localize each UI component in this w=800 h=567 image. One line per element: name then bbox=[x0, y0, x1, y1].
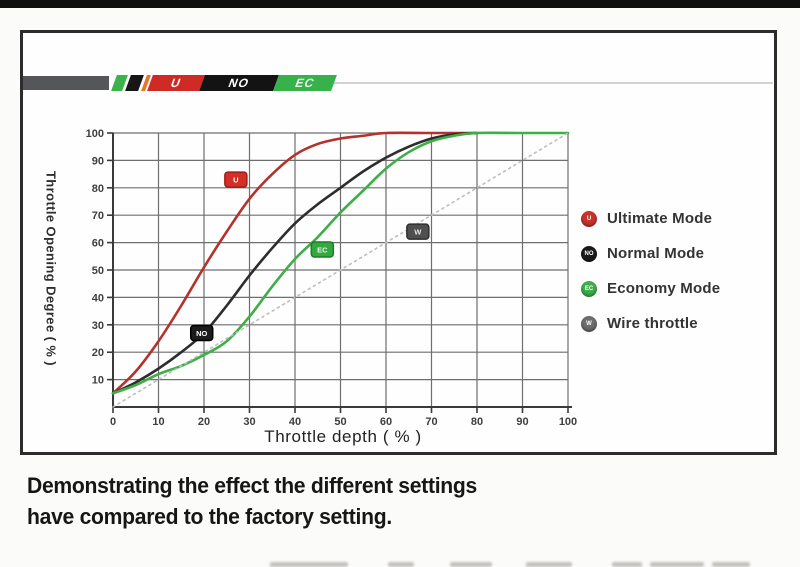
bottom-cropped-artifact bbox=[388, 562, 414, 567]
series-normal-mode bbox=[111, 131, 479, 395]
svg-text:100: 100 bbox=[559, 416, 577, 428]
svg-text:90: 90 bbox=[516, 416, 528, 428]
svg-text:50: 50 bbox=[92, 265, 104, 277]
legend-item-economy-mode: EC Economy Mode bbox=[581, 271, 720, 306]
svg-text:90: 90 bbox=[92, 155, 104, 167]
legend-swatch-icon: U bbox=[581, 210, 597, 227]
top-border-bar bbox=[0, 0, 800, 8]
svg-text:60: 60 bbox=[380, 416, 392, 428]
caption-line-1: Demonstrating the effect the different s… bbox=[27, 473, 477, 498]
svg-text:10: 10 bbox=[92, 375, 104, 387]
svg-text:30: 30 bbox=[92, 320, 104, 332]
svg-text:20: 20 bbox=[198, 416, 210, 428]
svg-text:70: 70 bbox=[425, 416, 437, 428]
logo-block-ultimate: U bbox=[147, 74, 205, 91]
svg-text:W: W bbox=[414, 227, 422, 236]
svg-text:30: 30 bbox=[243, 416, 255, 428]
svg-text:10: 10 bbox=[152, 416, 164, 428]
bottom-cropped-artifact bbox=[270, 562, 348, 567]
logo-block-economy: EC bbox=[273, 74, 337, 91]
svg-text:20: 20 bbox=[92, 347, 104, 359]
logo-gray-bar bbox=[23, 75, 109, 90]
legend-item-normal-mode: NO Normal Mode bbox=[581, 236, 720, 271]
bottom-cropped-artifact bbox=[450, 562, 492, 567]
legend-label: Normal Mode bbox=[607, 245, 705, 262]
svg-text:40: 40 bbox=[289, 416, 301, 428]
bottom-cropped-artifact bbox=[650, 562, 704, 567]
bottom-cropped-artifact bbox=[612, 562, 642, 567]
caption-line-2: have compared to the factory setting. bbox=[27, 504, 392, 529]
curve-badge-u: U bbox=[224, 171, 248, 188]
svg-text:U: U bbox=[233, 175, 238, 184]
series-wire-throttle bbox=[112, 132, 569, 408]
svg-text:70: 70 bbox=[92, 210, 104, 222]
svg-text:40: 40 bbox=[92, 292, 104, 304]
svg-text:EC: EC bbox=[317, 245, 328, 254]
svg-text:60: 60 bbox=[92, 238, 104, 250]
x-axis-label: Throttle depth ( % ) bbox=[264, 427, 422, 446]
y-axis-label: Throttle Opening Degree ( % ) bbox=[43, 170, 59, 367]
legend-item-wire-throttle: W Wire throttle bbox=[581, 306, 720, 341]
bottom-cropped-artifact bbox=[526, 562, 572, 567]
chart-panel: U NO EC 0 10 20 30 40 50 60 70 80 90 100 10 20 30 40 50… bbox=[20, 30, 777, 455]
curve-badge-ec: EC bbox=[310, 241, 335, 258]
svg-text:NO: NO bbox=[196, 329, 207, 338]
throttle-curves-chart: 0 10 20 30 40 50 60 70 80 90 100 10 20 30 40 50 60 70 80 90… bbox=[86, 128, 578, 428]
logo-divider-line bbox=[228, 82, 773, 84]
curve-badge-no: NO bbox=[189, 324, 214, 342]
legend-swatch-icon: NO bbox=[581, 245, 597, 262]
bottom-cropped-artifact bbox=[712, 562, 750, 567]
svg-text:100: 100 bbox=[86, 128, 104, 140]
legend-label: Ultimate Mode bbox=[607, 210, 713, 227]
svg-text:50: 50 bbox=[334, 416, 346, 428]
brand-logo: U NO EC bbox=[23, 74, 337, 91]
legend-swatch-icon: W bbox=[581, 315, 597, 332]
curve-badge-w: W bbox=[406, 223, 430, 240]
legend-item-ultimate-mode: U Ultimate Mode bbox=[581, 201, 720, 236]
caption: Demonstrating the effect the different s… bbox=[27, 470, 526, 532]
svg-text:80: 80 bbox=[92, 183, 104, 195]
svg-text:80: 80 bbox=[471, 416, 483, 428]
legend-label: Wire throttle bbox=[607, 315, 698, 332]
svg-text:0: 0 bbox=[110, 416, 116, 428]
legend-swatch-icon: EC bbox=[581, 280, 597, 297]
chart-legend: U Ultimate Mode NO Normal Mode EC Economy Mod… bbox=[581, 201, 720, 341]
series-ultimate-mode bbox=[111, 131, 479, 395]
legend-label: Economy Mode bbox=[607, 280, 721, 297]
logo-block-normal: NO bbox=[199, 74, 279, 91]
